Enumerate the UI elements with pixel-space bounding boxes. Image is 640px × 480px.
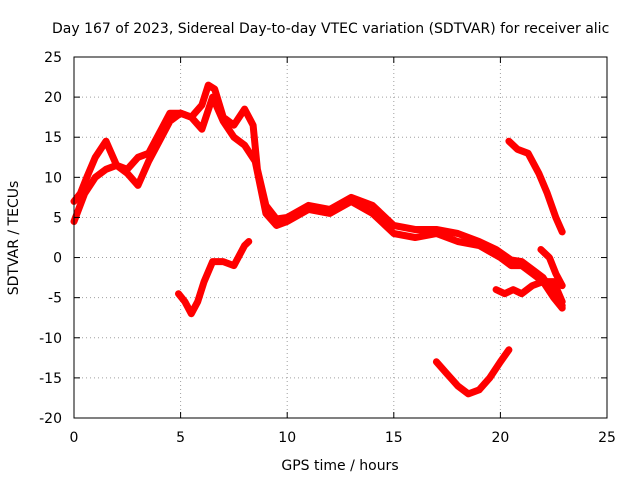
series-arc-main-upper: [70, 81, 566, 310]
series-arc-evening-right: [537, 246, 566, 290]
y-tick-label: -5: [48, 291, 62, 307]
x-tick-label: 5: [176, 430, 185, 446]
x-tick-label: 25: [598, 430, 616, 446]
x-tick-label: 0: [70, 430, 79, 446]
y-tick-label: 0: [53, 251, 62, 267]
y-tick-label: 5: [53, 210, 62, 226]
x-axis-label: GPS time / hours: [281, 458, 398, 474]
series-arc-mid-low: [175, 238, 253, 318]
y-tick-label: -10: [39, 331, 62, 347]
plot-frame: [73, 56, 608, 419]
y-tick-label: 25: [44, 50, 62, 66]
y-tick-label: -15: [39, 371, 62, 387]
y-tick-label: 10: [44, 170, 62, 186]
y-tick-labels: 25 20 15 10 5 0 -5 -10 -15 -20: [39, 50, 62, 427]
y-tick-label: 15: [44, 130, 62, 146]
series-arc-evening-high: [505, 137, 566, 236]
x-tick-label: 10: [278, 430, 296, 446]
series-arc-main-lower: [70, 93, 566, 312]
y-axis-label: SDTVAR / TECUs: [6, 181, 22, 296]
tick-layer: [73, 56, 608, 419]
x-tick-label: 20: [491, 430, 509, 446]
x-tick-labels: 0 5 10 15 20 25: [70, 430, 616, 446]
y-tick-label: -20: [39, 411, 62, 427]
x-tick-label: 15: [385, 430, 403, 446]
grid-layer: [74, 57, 607, 418]
y-tick-label: 20: [44, 90, 62, 106]
series-layer: [70, 81, 566, 398]
chart-title: Day 167 of 2023, Sidereal Day-to-day VTE…: [52, 21, 609, 37]
series-arc-evening-mid: [492, 278, 566, 306]
series-arc-trough: [432, 346, 513, 398]
